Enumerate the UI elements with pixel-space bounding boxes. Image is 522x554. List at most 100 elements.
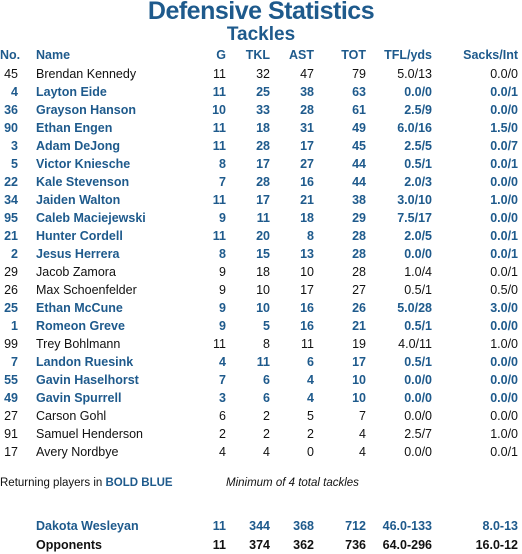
- totals-cell-sacks: 16.0-12: [475, 538, 518, 552]
- table-row: 29 Jacob Zamora 9 18 10 28 1.0/4 0.0/1: [0, 263, 522, 281]
- cell-ast: 8: [307, 229, 314, 243]
- cell-tkl: 4: [263, 445, 270, 459]
- totals-cell-tkl: 344: [249, 519, 270, 533]
- table-row: 5 Victor Kniesche 8 17 27 44 0.5/1 0.0/1: [0, 155, 522, 173]
- cell-g: 11: [212, 121, 226, 135]
- cell-no: 27: [4, 409, 18, 423]
- totals-cell-tfl: 64.0-296: [382, 538, 432, 552]
- cell-ast: 5: [307, 409, 314, 423]
- cell-sacks: 0.0/0: [490, 67, 518, 81]
- cell-tot: 79: [352, 67, 366, 81]
- cell-name: Samuel Henderson: [36, 427, 144, 441]
- cell-no: 45: [4, 67, 18, 81]
- table-row: 7 Landon Ruesink 4 11 6 17 0.5/1 0.0/0: [0, 353, 522, 371]
- cell-g: 11: [212, 229, 226, 243]
- cell-no: 95: [4, 211, 18, 225]
- cell-ast: 27: [300, 157, 314, 171]
- cell-no: 17: [4, 445, 18, 459]
- cell-no: 99: [4, 337, 18, 351]
- cell-tot: 19: [352, 337, 366, 351]
- cell-ast: 11: [301, 337, 314, 351]
- cell-tkl: 6: [263, 391, 270, 405]
- cell-ast: 2: [307, 427, 314, 441]
- cell-no: 49: [4, 391, 18, 405]
- table-row: 25 Ethan McCune 9 10 16 26 5.0/28 3.0/0: [0, 299, 522, 317]
- cell-name: Adam DeJong: [36, 139, 121, 153]
- cell-sacks: 1.0/0: [490, 193, 518, 207]
- minimum-note: Minimum of 4 total tackles: [226, 477, 359, 489]
- cell-name: Layton Eide: [36, 85, 107, 99]
- cell-g: 11: [212, 85, 226, 99]
- cell-tot: 10: [352, 373, 366, 387]
- cell-g: 10: [212, 103, 226, 117]
- table-row: 4 Layton Eide 11 25 38 63 0.0/0 0.0/1: [0, 83, 522, 101]
- cell-sacks: 0.0/0: [490, 355, 518, 369]
- page-title: Defensive Statistics: [147, 0, 375, 25]
- cell-no: 7: [11, 355, 18, 369]
- cell-g: 7: [219, 175, 226, 189]
- cell-no: 22: [4, 175, 18, 189]
- cell-tot: 38: [352, 193, 366, 207]
- cell-tfl: 3.0/10: [397, 193, 432, 207]
- col-header-name: Name: [36, 48, 71, 62]
- cell-tot: 28: [352, 229, 366, 243]
- cell-name: Ethan McCune: [36, 301, 123, 315]
- cell-sacks: 0.0/0: [490, 391, 518, 405]
- cell-no: 4: [11, 85, 18, 99]
- cell-sacks: 0.0/0: [490, 211, 518, 225]
- table-row: 22 Kale Stevenson 7 28 16 44 2.0/3 0.0/0: [0, 173, 522, 191]
- cell-g: 9: [219, 211, 226, 225]
- col-header-g: G: [216, 48, 226, 62]
- cell-ast: 17: [300, 283, 314, 297]
- cell-no: 55: [4, 373, 18, 387]
- cell-name: Jaiden Walton: [36, 193, 121, 207]
- cell-sacks: 0.0/0: [490, 409, 518, 423]
- table-row: 91 Samuel Henderson 2 2 2 4 2.5/7 1.0/0: [0, 425, 522, 443]
- cell-sacks: 0.0/1: [490, 265, 518, 279]
- cell-g: 9: [219, 301, 226, 315]
- table-row: 27 Carson Gohl 6 2 5 7 0.0/0 0.0/0: [0, 407, 522, 425]
- cell-g: 7: [219, 373, 226, 387]
- cell-ast: 21: [300, 193, 314, 207]
- cell-name: Gavin Haselhorst: [36, 373, 139, 387]
- cell-tkl: 17: [256, 157, 270, 171]
- table-row: 26 Max Schoenfelder 9 10 17 27 0.5/1 0.5/0: [0, 281, 522, 299]
- cell-name: Kale Stevenson: [36, 175, 130, 189]
- cell-tfl: 0.0/0: [404, 445, 432, 459]
- cell-name: Hunter Cordell: [36, 229, 123, 243]
- cell-tot: 61: [352, 103, 366, 117]
- totals-cell-tot: 736: [345, 538, 366, 552]
- cell-ast: 17: [300, 139, 314, 153]
- cell-name: Avery Nordbye: [36, 445, 119, 459]
- table-row: 36 Grayson Hanson 10 33 28 61 2.5/9 0.0/0: [0, 101, 522, 119]
- totals-cell-tfl: 46.0-133: [382, 519, 432, 533]
- cell-ast: 28: [300, 103, 314, 117]
- cell-sacks: 0.0/0: [490, 103, 518, 117]
- table-header: No. Name G TKL AST TOT TFL/yds Sacks/Int: [0, 46, 522, 64]
- table-row: 2 Jesus Herrera 8 15 13 28 0.0/0 0.0/1: [0, 245, 522, 263]
- cell-tfl: 2.0/5: [404, 229, 432, 243]
- cell-tfl: 0.0/0: [404, 409, 432, 423]
- cell-tot: 10: [352, 391, 366, 405]
- cell-tfl: 2.5/7: [404, 427, 432, 441]
- cell-name: Max Schoenfelder: [36, 283, 137, 297]
- cell-no: 3: [11, 139, 18, 153]
- cell-sacks: 0.0/1: [490, 85, 518, 99]
- cell-tfl: 0.0/0: [404, 373, 432, 387]
- cell-name: Victor Kniesche: [36, 157, 131, 171]
- cell-tkl: 6: [263, 373, 270, 387]
- cell-tkl: 28: [256, 139, 270, 153]
- table-row: 17 Avery Nordbye 4 4 0 4 0.0/0 0.0/1: [0, 443, 522, 461]
- cell-tot: 28: [352, 265, 366, 279]
- cell-tfl: 2.5/9: [404, 103, 432, 117]
- cell-tot: 27: [352, 283, 366, 297]
- totals-cell-g: 11: [212, 538, 226, 552]
- cell-ast: 4: [307, 373, 314, 387]
- cell-ast: 16: [300, 175, 314, 189]
- totals-cell-name: Opponents: [36, 538, 102, 552]
- cell-g: 4: [219, 355, 226, 369]
- totals-cell-tot: 712: [345, 519, 366, 533]
- cell-tfl: 0.0/0: [404, 391, 432, 405]
- cell-g: 11: [213, 67, 226, 81]
- cell-no: 2: [11, 247, 18, 261]
